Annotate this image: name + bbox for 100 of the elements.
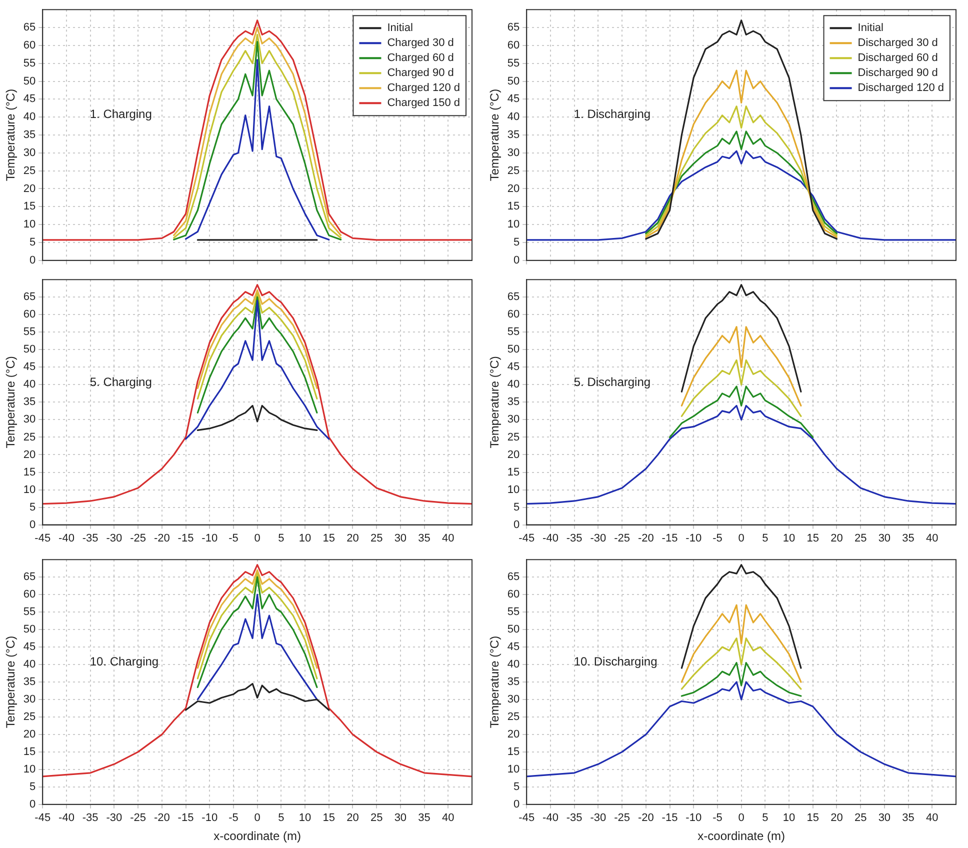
y-tick-label: 10: [23, 218, 36, 231]
y-tick-label: 45: [507, 641, 520, 654]
y-tick-label: 60: [23, 308, 36, 321]
x-tick-label: 0: [738, 812, 744, 824]
y-tick-label: 5: [514, 501, 520, 514]
y-axis-title: Temperature (°C): [488, 636, 502, 728]
y-tick-label: 5: [514, 236, 520, 249]
x-tick-label: -35: [82, 812, 98, 824]
y-tick-label: 30: [23, 694, 36, 706]
x-tick-label: 40: [442, 532, 454, 544]
y-tick-label: 50: [507, 344, 520, 356]
x-tick-label: 20: [830, 532, 843, 544]
x-tick-label: -40: [542, 532, 558, 544]
y-tick-label: 40: [507, 111, 520, 124]
y-tick-label: 0: [514, 518, 520, 531]
y-tick-label: 65: [507, 22, 520, 34]
x-tick-label: -10: [202, 532, 218, 544]
legend-label: Charged 30 d: [387, 37, 454, 50]
y-tick-label: 55: [507, 606, 520, 618]
x-axis-title: x-coordinate (m): [698, 829, 785, 844]
legend-label: Discharged 30 d: [858, 37, 938, 50]
x-tick-label: 40: [926, 532, 938, 544]
y-axis-title: Temperature (°C): [4, 356, 18, 448]
annotation: 10. Discharging: [574, 654, 658, 669]
y-tick-label: 15: [507, 746, 520, 758]
x-tick-label: 5: [278, 812, 284, 824]
y-tick-label: 10: [23, 484, 36, 496]
x-tick-label: 35: [418, 812, 430, 824]
annotation: 1. Discharging: [574, 107, 651, 122]
y-tick-label: 20: [507, 448, 520, 461]
y-tick-label: 65: [507, 571, 520, 584]
x-tick-label: 10: [782, 812, 796, 824]
y-tick-label: 65: [507, 291, 520, 304]
x-tick-label: 25: [370, 532, 383, 544]
x-tick-label: -15: [662, 812, 678, 824]
x-tick-label: -40: [58, 532, 74, 544]
annotation: 1. Charging: [90, 107, 152, 122]
x-tick-label: 15: [322, 812, 336, 824]
y-tick-label: 45: [23, 93, 36, 106]
legend-label: Initial: [387, 22, 413, 34]
y-tick-label: 20: [507, 182, 520, 195]
x-tick-label: 5: [762, 532, 768, 544]
y-tick-label: 30: [507, 146, 520, 159]
x-tick-label: -15: [178, 532, 194, 544]
y-tick-label: 25: [23, 431, 36, 444]
x-tick-label: -45: [518, 532, 535, 544]
x-tick-label: 0: [254, 532, 260, 544]
x-tick-label: -10: [686, 812, 702, 824]
x-tick-label: -5: [712, 532, 722, 544]
y-tick-label: 35: [507, 129, 520, 142]
y-tick-label: 60: [507, 588, 520, 601]
y-tick-label: 5: [30, 236, 36, 249]
x-tick-label: 35: [418, 532, 430, 544]
y-tick-label: 35: [23, 129, 36, 142]
y-tick-label: 40: [507, 378, 520, 391]
x-tick-label: 35: [902, 532, 914, 544]
x-tick-label: -30: [106, 532, 122, 544]
x-tick-label: -45: [34, 532, 51, 544]
y-tick-label: 15: [507, 466, 520, 478]
y-tick-label: 0: [30, 254, 36, 266]
y-tick-label: 10: [507, 218, 520, 231]
x-tick-label: -10: [686, 532, 702, 544]
x-tick-label: 15: [806, 812, 820, 824]
y-tick-label: 50: [23, 75, 36, 88]
y-tick-label: 15: [23, 746, 36, 758]
y-tick-label: 0: [30, 518, 36, 531]
x-tick-label: 30: [878, 532, 891, 544]
y-tick-label: 15: [23, 466, 36, 478]
x-tick-label: 10: [298, 532, 312, 544]
y-tick-label: 65: [23, 291, 36, 304]
y-tick-label: 55: [507, 326, 520, 338]
x-tick-label: -35: [566, 532, 582, 544]
x-tick-label: -30: [590, 812, 606, 824]
x-tick-label: -25: [614, 532, 630, 544]
x-tick-label: 25: [854, 532, 867, 544]
x-tick-label: 15: [806, 532, 820, 544]
x-tick-label: 30: [394, 532, 407, 544]
y-tick-label: 60: [507, 39, 520, 52]
x-tick-label: 40: [442, 812, 454, 824]
y-tick-label: 55: [23, 57, 36, 70]
x-tick-label: -5: [228, 532, 238, 544]
y-tick-label: 30: [23, 414, 36, 426]
y-tick-label: 35: [507, 676, 520, 688]
y-tick-label: 60: [23, 39, 36, 52]
x-tick-label: 5: [762, 812, 768, 824]
y-tick-label: 55: [23, 326, 36, 338]
y-tick-label: 35: [507, 396, 520, 408]
y-tick-label: 15: [507, 200, 520, 213]
x-tick-label: 25: [854, 812, 867, 824]
y-tick-label: 40: [23, 658, 36, 671]
y-tick-label: 10: [23, 763, 36, 776]
x-tick-label: 20: [346, 812, 359, 824]
x-tick-label: -15: [178, 812, 194, 824]
x-tick-label: -5: [228, 812, 238, 824]
x-tick-label: -20: [154, 812, 170, 824]
y-tick-label: 0: [514, 798, 520, 810]
x-tick-label: -40: [58, 812, 74, 824]
x-tick-label: 10: [298, 812, 312, 824]
x-tick-label: -40: [542, 812, 558, 824]
y-tick-label: 20: [23, 728, 36, 740]
